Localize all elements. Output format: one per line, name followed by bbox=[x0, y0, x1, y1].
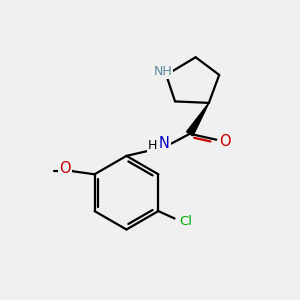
Text: NH: NH bbox=[153, 65, 172, 78]
Text: O: O bbox=[219, 134, 230, 149]
Text: O: O bbox=[59, 161, 71, 176]
Text: Cl: Cl bbox=[179, 215, 192, 228]
Polygon shape bbox=[187, 103, 209, 136]
Text: N: N bbox=[159, 136, 170, 151]
Text: H: H bbox=[148, 139, 157, 152]
